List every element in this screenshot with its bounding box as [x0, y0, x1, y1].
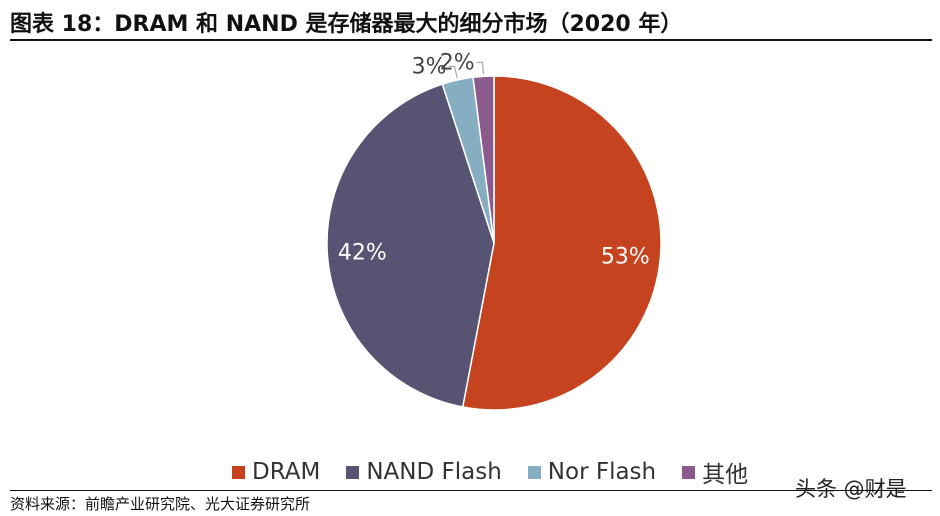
- legend-item-nand-flash: NAND Flash: [346, 459, 502, 485]
- pie-slice-dram: [461, 75, 662, 411]
- legend-item-other: 其他: [682, 455, 748, 489]
- legend-swatch-other: [682, 465, 696, 479]
- pie-slice-other: [472, 75, 495, 244]
- chart-legend: DRAM NAND Flash Nor Flash 其他: [232, 455, 748, 489]
- legend-label-nor-flash: Nor Flash: [547, 459, 657, 485]
- legend-swatch-nand-flash: [346, 465, 360, 479]
- legend-label-dram: DRAM: [252, 459, 321, 485]
- pie-label-nand-flash: 42%: [338, 240, 387, 265]
- pie-label-dram: 53%: [601, 244, 650, 269]
- watermark: 头条 @财是: [795, 477, 907, 501]
- legend-label-other: 其他: [702, 462, 749, 488]
- pie-label-other: 2%: [440, 50, 475, 75]
- pie-leader-nor-flash: [448, 65, 458, 79]
- source-note: 资料来源：前瞻产业研究院、光大证券研究所: [10, 495, 311, 513]
- legend-swatch-nor-flash: [527, 465, 541, 479]
- title-divider: [10, 39, 932, 41]
- legend-label-nand-flash: NAND Flash: [366, 459, 502, 485]
- figure-title: 图表 18：DRAM 和 NAND 是存储器最大的细分市场（2020 年）: [10, 12, 683, 37]
- pie-chart: 53% 42% 3%2%: [326, 50, 662, 411]
- pie-leader-other: [476, 61, 484, 75]
- pie-slice-nand-flash: [326, 83, 495, 408]
- pie-label-nor-flash: 3%: [412, 54, 447, 79]
- legend-swatch-dram: [232, 465, 245, 479]
- legend-item-dram: DRAM: [232, 459, 320, 485]
- legend-item-nor-flash: Nor Flash: [527, 459, 657, 485]
- footer-divider: [10, 490, 932, 491]
